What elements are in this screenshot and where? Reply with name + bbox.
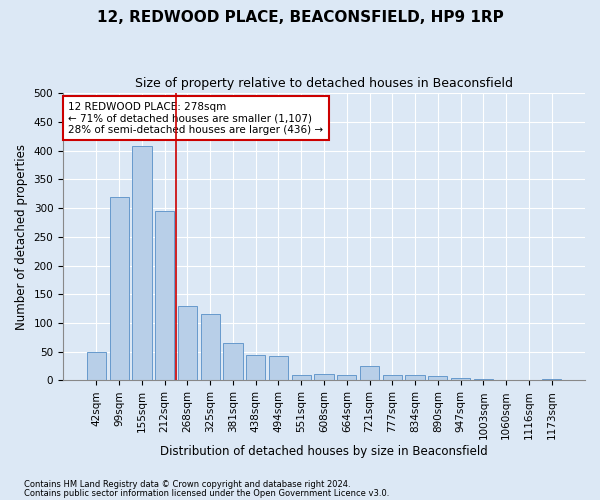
Bar <box>451 378 470 380</box>
Text: Contains public sector information licensed under the Open Government Licence v3: Contains public sector information licen… <box>24 488 389 498</box>
Bar <box>473 378 493 380</box>
Bar <box>246 354 265 380</box>
Bar <box>200 314 220 380</box>
Bar <box>132 146 152 380</box>
Bar <box>110 196 129 380</box>
Bar <box>406 374 425 380</box>
Bar <box>292 374 311 380</box>
Text: Contains HM Land Registry data © Crown copyright and database right 2024.: Contains HM Land Registry data © Crown c… <box>24 480 350 489</box>
Bar <box>542 378 561 380</box>
Bar <box>87 352 106 380</box>
Bar <box>383 374 402 380</box>
X-axis label: Distribution of detached houses by size in Beaconsfield: Distribution of detached houses by size … <box>160 444 488 458</box>
Bar <box>337 374 356 380</box>
Text: 12 REDWOOD PLACE: 278sqm
← 71% of detached houses are smaller (1,107)
28% of sem: 12 REDWOOD PLACE: 278sqm ← 71% of detach… <box>68 102 323 135</box>
Bar <box>360 366 379 380</box>
Bar <box>223 343 242 380</box>
Bar <box>155 211 175 380</box>
Bar <box>314 374 334 380</box>
Bar <box>178 306 197 380</box>
Text: 12, REDWOOD PLACE, BEACONSFIELD, HP9 1RP: 12, REDWOOD PLACE, BEACONSFIELD, HP9 1RP <box>97 10 503 25</box>
Y-axis label: Number of detached properties: Number of detached properties <box>15 144 28 330</box>
Bar <box>428 376 448 380</box>
Bar <box>269 356 288 380</box>
Title: Size of property relative to detached houses in Beaconsfield: Size of property relative to detached ho… <box>135 78 513 90</box>
